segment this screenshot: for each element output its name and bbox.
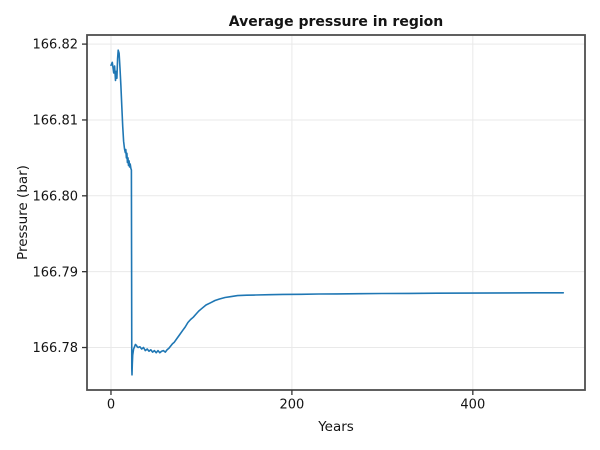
grid-layer — [87, 35, 585, 390]
chart-title: Average pressure in region — [229, 14, 443, 30]
tick-marks — [82, 43, 474, 395]
x-tick-labels: 0 200 400 — [107, 398, 485, 413]
axes-frame — [86, 34, 586, 391]
x-tick-label: 400 — [460, 398, 485, 413]
y-axis-label: Pressure (bar) — [15, 165, 31, 260]
y-tick-labels: 166.78 166.79 166.80 166.81 166.82 — [33, 38, 79, 356]
y-tick-label: 166.82 — [33, 38, 79, 53]
y-tick-label: 166.78 — [33, 341, 79, 356]
x-tick-label: 0 — [107, 398, 115, 413]
y-tick-label: 166.81 — [33, 114, 79, 129]
x-tick-label: 200 — [279, 398, 304, 413]
pressure-series-line — [110, 49, 565, 376]
y-tick-label: 166.80 — [33, 189, 79, 204]
y-tick-label: 166.79 — [33, 265, 79, 280]
x-axis-label: Years — [317, 419, 354, 435]
